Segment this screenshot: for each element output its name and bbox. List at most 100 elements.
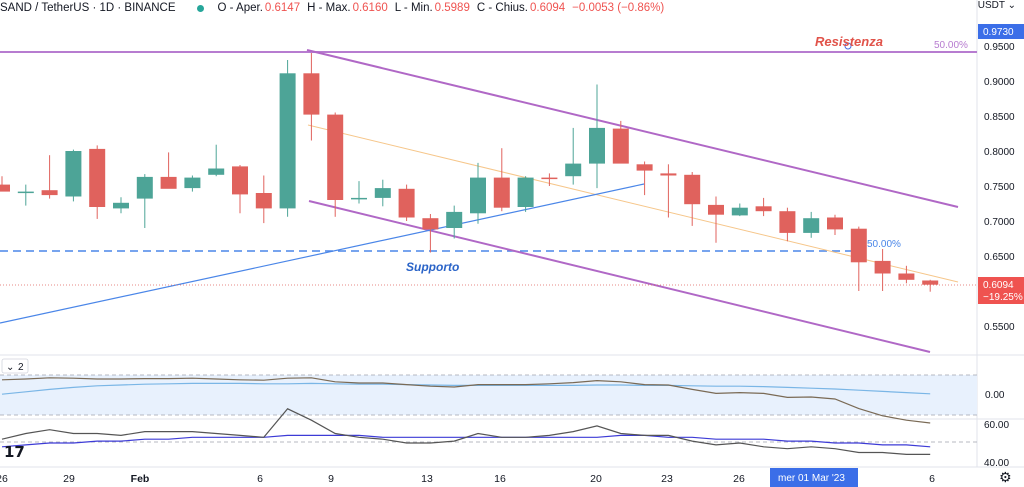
indicator-band [0,375,977,415]
candle-body [113,202,129,209]
x-tick-label: 20 [590,473,602,485]
x-tick-label: Feb [131,473,150,485]
close-label: C - Chius. [476,2,528,14]
candle-body [65,151,82,197]
currency-label: USDT [977,0,1005,11]
settings-gear-icon[interactable]: ⚙ [999,470,1012,486]
candle-body [660,173,677,176]
last-price-badge-bg [978,277,1024,304]
candle-body [422,218,439,230]
candle-body [255,193,272,209]
symbol-label[interactable]: SAND / TetherUS · 1D · BINANCE [0,2,176,14]
candle-body [470,177,486,214]
x-tick-label: 23 [661,473,673,485]
candle-body [684,174,701,205]
support-pct-label: 50.00% [867,239,901,250]
ind1-zero-tick: 0.00 [985,390,1005,401]
indicator1-line [1,377,931,424]
candle-body [898,273,915,280]
tradingview-logo-icon: 17 [4,443,25,461]
indicator1-label: 2 [18,362,24,373]
close-value: 0.6094 [529,2,566,14]
y-tick-label: 0.8500 [984,112,1015,123]
y-tick-label: 0.6500 [984,252,1015,263]
candle-body [874,260,891,274]
candle-body [565,163,582,177]
candle-body [232,166,248,195]
y-tick-label: 0.8000 [984,147,1015,158]
candle-body [612,128,629,164]
x-tick-label: 29 [63,473,75,485]
open-value: 0.6147 [264,2,301,14]
channel-mid [307,124,959,283]
x-tick-label: 6 [929,473,935,485]
crosshair-date-label: mer 01 Mar '23 [778,473,845,484]
open-label: O - Aper. [217,2,263,14]
low-label: L - Min. [394,2,433,14]
trend-line[interactable] [0,183,645,324]
x-tick-label: 13 [421,473,433,485]
candle-body [17,191,34,194]
resistance-pct-label: 50.00% [934,40,968,51]
y-tick-label: 0.9500 [984,42,1015,53]
change-value: −0.0053 (−0.86%) [572,2,665,14]
y-tick-label: 0.5500 [984,322,1015,333]
candle-body [184,177,201,189]
candle-body [327,114,344,200]
candle-body [589,127,605,164]
candle-body [636,164,653,171]
y-tick-label: 0.7500 [984,182,1015,193]
candle-body [922,280,939,285]
candle-body [493,177,510,208]
resistance-label: Resistenza [815,34,883,49]
currency-selector[interactable]: USDT ⌄ [978,0,1016,11]
high-value: 0.6160 [352,2,388,14]
chart-header: SAND / TetherUS · 1D · BINANCE O - Aper.… [0,0,664,16]
x-tick-label: 16 [494,473,506,485]
chevron-down-icon: ⌄ [1007,0,1016,11]
low-value: 0.5989 [434,2,470,14]
candle-body [827,217,843,230]
y-tick-label: 0.9000 [984,77,1015,88]
candle-body [41,190,58,196]
candle-body [708,204,724,215]
support-label: Supporto [406,260,459,274]
candle-body [303,73,320,115]
candle-body [541,177,558,180]
candle-body [351,197,367,200]
candle-body [398,188,415,218]
x-tick-label: 26 [0,473,8,485]
candle-body [446,211,463,228]
y-tick-label: 0.7000 [984,217,1015,228]
x-tick-label: 6 [257,473,263,485]
x-tick-label: 9 [328,473,334,485]
top-price-badge-bg [978,24,1024,39]
candle-body [517,177,534,207]
candle-body [89,148,106,207]
candle-body [136,176,153,199]
last-price-pct: −19.25% [983,292,1023,303]
indicator2-tick-label: 60.00 [984,420,1009,431]
candle-body [279,73,296,209]
resistance-handle[interactable] [844,42,852,50]
indicator2-line [1,408,931,455]
indicator2-tick-label: 40.00 [984,458,1009,469]
candle-body [850,228,867,263]
candle-body [803,218,820,233]
candle-body [755,206,772,212]
candle-body [0,184,10,192]
channel-lower[interactable] [308,200,931,353]
chevron-icon: ⌄ [6,362,14,373]
candle-body [779,211,796,233]
candle-body [731,207,748,216]
high-label: H - Max. [307,2,351,14]
indicator1-collapse-button[interactable] [1,358,29,374]
candle-body [160,176,177,189]
candle-body [208,168,225,175]
top-price-badge: 0.9730 [983,27,1014,38]
x-tick-label: 26 [733,473,745,485]
last-price-badge: 0.6094 [983,280,1014,291]
channel-upper[interactable] [306,49,959,208]
candle-body [374,188,391,198]
